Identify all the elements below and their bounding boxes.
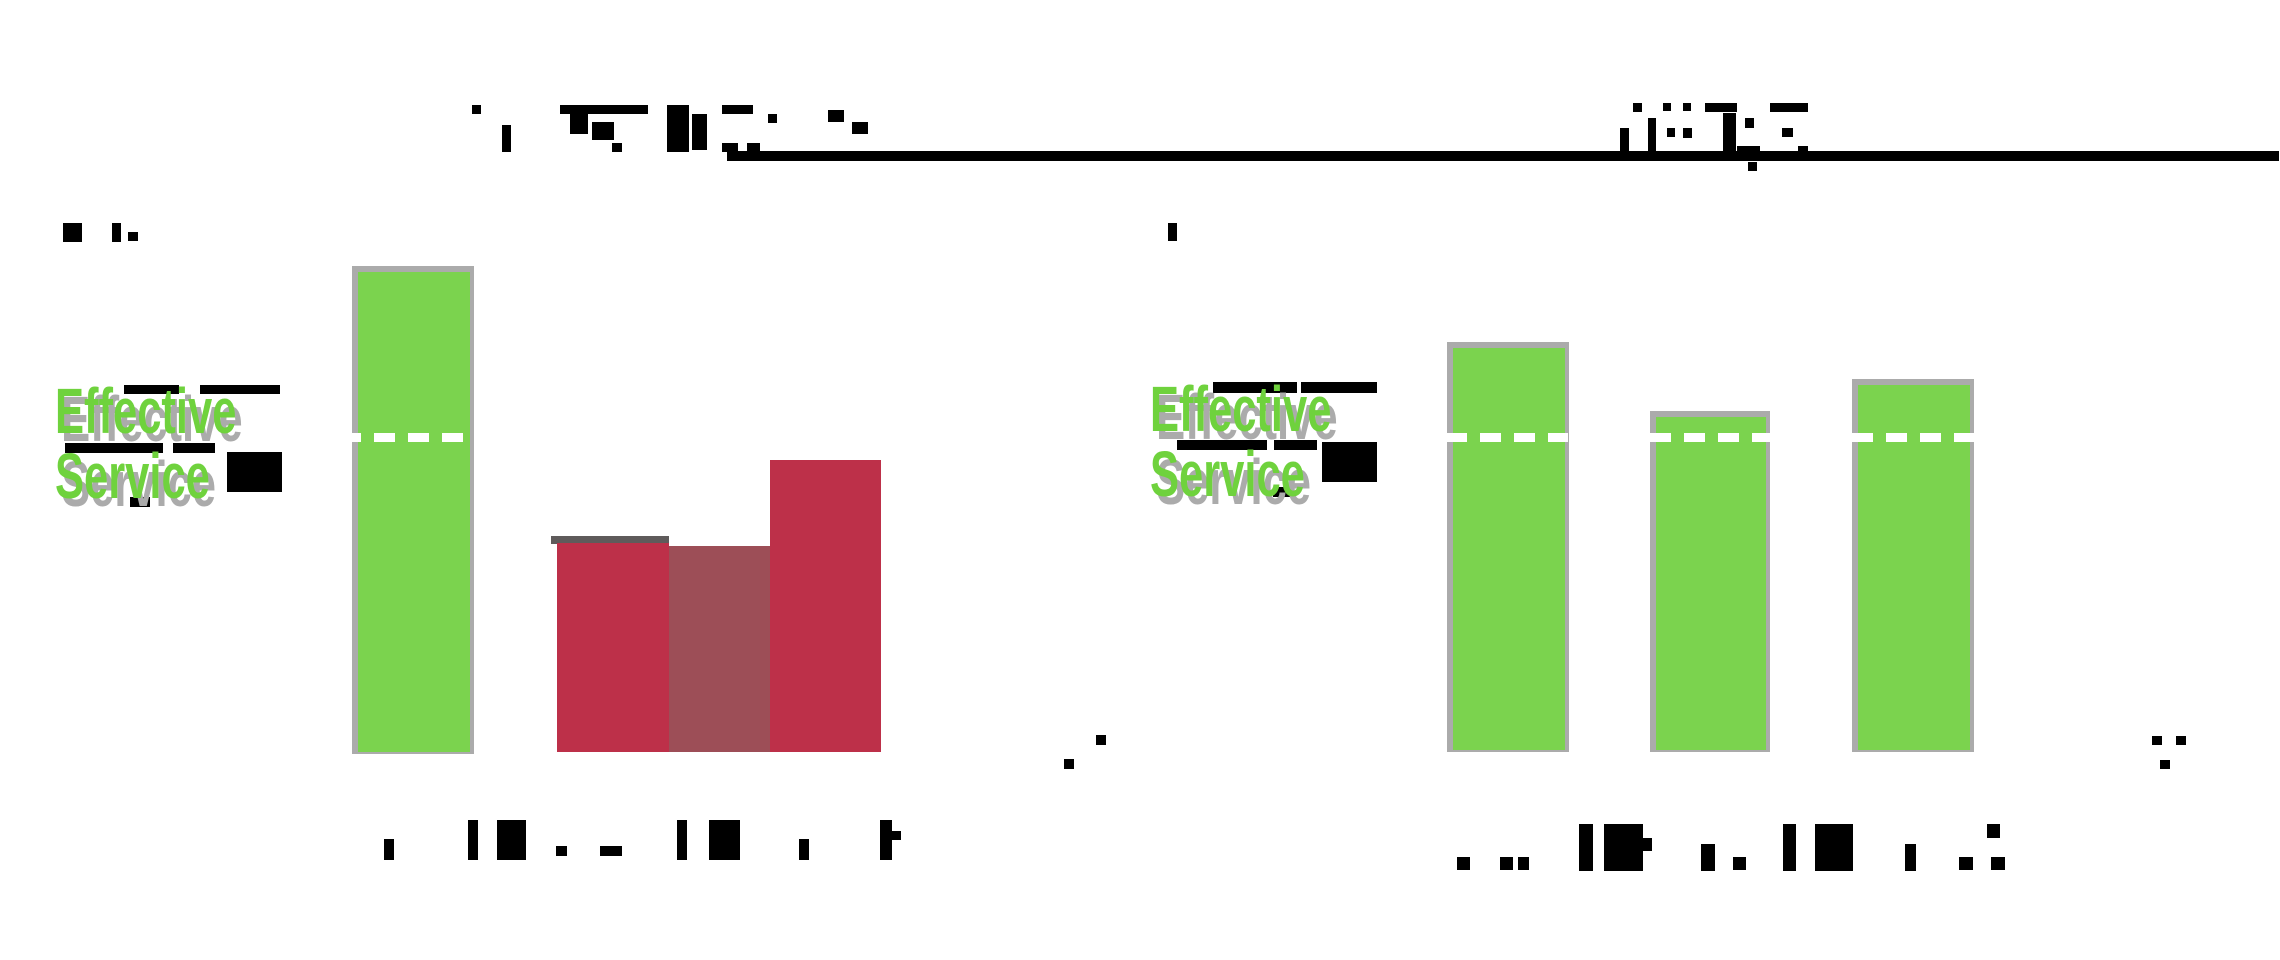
degraded-text-block [1991,857,2005,870]
degraded-text-block [1301,382,1377,393]
degraded-text-block [747,143,760,152]
degraded-text-block [1604,824,1643,871]
degraded-text-block [1748,162,1757,171]
degraded-text-block [722,143,738,152]
degraded-text-block [727,151,2279,161]
degraded-text-block [1643,838,1652,851]
degraded-text-block [1457,857,1470,870]
threshold-dash-right-1 [1446,433,1568,442]
effective-service-right-line1: Effective [1150,373,1332,445]
degraded-text-block [468,820,478,860]
degraded-text-block [1648,118,1656,155]
degraded-text-block [173,443,215,453]
degraded-text-block [472,105,481,114]
degraded-text-block [880,820,892,860]
degraded-text-block [1667,128,1675,137]
degraded-text-block [63,223,82,242]
degraded-text-block [1733,857,1746,870]
degraded-text-block [1723,113,1736,155]
left-red-bar-1 [557,543,669,752]
effective-service-right-line2: Service [1150,438,1305,510]
degraded-text-block [592,122,614,140]
degraded-text-block [227,452,282,492]
degraded-text-block [200,385,280,394]
degraded-text-block [1213,382,1297,393]
degraded-text-block [1683,128,1692,138]
degraded-text-block [1274,440,1317,450]
degraded-text-block [570,114,588,134]
degraded-text-block [1745,118,1754,128]
degraded-text-block [1500,857,1513,870]
degraded-text-block [692,114,707,150]
degraded-text-block [1273,487,1293,497]
degraded-text-block [828,110,844,122]
degraded-text-block [1987,824,2000,838]
degraded-text-block [1518,857,1529,870]
right-green-bar-1 [1453,348,1565,750]
degraded-text-block [1620,128,1629,155]
effective-service-left-line1: Effective [55,375,237,447]
degraded-text-block [1663,103,1671,111]
degraded-text-block [1168,223,1177,241]
degraded-text-block [2152,736,2162,745]
degraded-text-block [1770,103,1808,112]
degraded-text-block [768,114,777,123]
effective-service-label-left: Effective Service [55,379,236,509]
degraded-text-block [2176,736,2186,745]
degraded-text-block [1633,103,1642,112]
degraded-text-block [612,143,622,152]
degraded-text-block [1815,824,1853,871]
degraded-text-block [1579,824,1593,871]
threshold-dash-right-3 [1852,433,1974,442]
right-green-bar-2 [1656,417,1766,750]
degraded-text-block [709,820,740,860]
degraded-text-block [1683,103,1691,111]
degraded-text-block [1705,103,1737,112]
threshold-dash-right-2 [1650,433,1770,442]
degraded-text-block [1959,857,1973,870]
degraded-text-block [65,443,163,453]
degraded-text-block [677,820,687,860]
degraded-text-block [1905,844,1916,871]
effective-service-left-line2: Service [55,440,210,512]
degraded-text-block [892,831,901,840]
degraded-text-block [124,385,179,394]
degraded-text-block [600,846,622,856]
left-red-bar-3 [770,460,881,752]
degraded-text-block [130,497,150,507]
effective-service-label-right: Effective Service [1150,377,1331,507]
degraded-text-block [2160,760,2170,769]
degraded-text-block [1322,442,1377,482]
degraded-text-block [502,125,511,152]
degraded-text-block [1783,824,1796,871]
degraded-text-block [497,820,526,860]
degraded-text-block [1782,128,1793,137]
degraded-text-block [799,839,809,860]
degraded-text-block [560,105,648,114]
threshold-dash-left [340,433,475,442]
degraded-text-block [384,839,394,860]
degraded-text-block [1064,759,1074,769]
degraded-text-block [722,105,753,114]
left-red-bar-1-top-edge [551,536,669,544]
degraded-text-block [852,122,868,134]
right-green-bar-3 [1858,385,1970,750]
degraded-text-block [1096,735,1106,745]
degraded-text-block [1701,844,1715,871]
degraded-text-block [1798,146,1808,155]
degraded-text-block [128,232,138,241]
degraded-text-block [667,105,689,152]
degraded-text-block [1737,146,1760,155]
degraded-text-block [112,223,121,242]
degraded-text-block [1177,440,1267,450]
left-red-bar-2 [669,546,770,752]
degraded-text-block [556,846,567,856]
left-green-bar [358,272,470,752]
